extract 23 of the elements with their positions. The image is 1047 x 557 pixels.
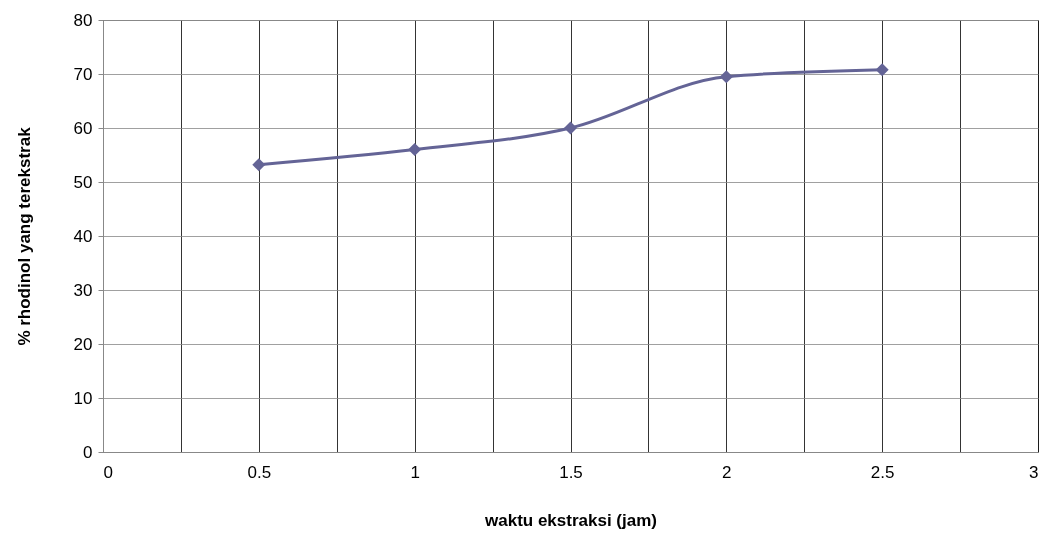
x-tick-label: 1 <box>410 462 420 482</box>
x-tick-label: 2.5 <box>870 462 895 482</box>
x-tick-label: 2 <box>722 462 732 482</box>
x-tick-label: 1.5 <box>559 462 583 482</box>
point <box>875 63 889 77</box>
y-tick-label: 50 <box>73 172 93 192</box>
point <box>719 70 733 84</box>
x-axis-title: waktu ekstraksi (jam) <box>484 510 657 530</box>
y-tick-label: 0 <box>83 442 93 462</box>
point <box>408 143 422 157</box>
y-tick-label: 10 <box>73 388 93 408</box>
y-tick-label: 80 <box>73 10 93 30</box>
y-tick-label: 60 <box>73 118 93 138</box>
y-tick-label: 40 <box>73 226 93 246</box>
x-tick-label: 0.5 <box>247 462 272 482</box>
y-tick-label: 20 <box>73 334 93 354</box>
y-tick-label: 30 <box>73 280 93 300</box>
y-tick-label: 70 <box>73 64 93 84</box>
x-tick-label: 3 <box>1029 462 1039 482</box>
point <box>252 158 266 172</box>
y-axis-title: % rhodinol yang terekstrak <box>14 126 34 346</box>
point <box>563 121 578 135</box>
x-tick-label: 0 <box>103 462 113 482</box>
